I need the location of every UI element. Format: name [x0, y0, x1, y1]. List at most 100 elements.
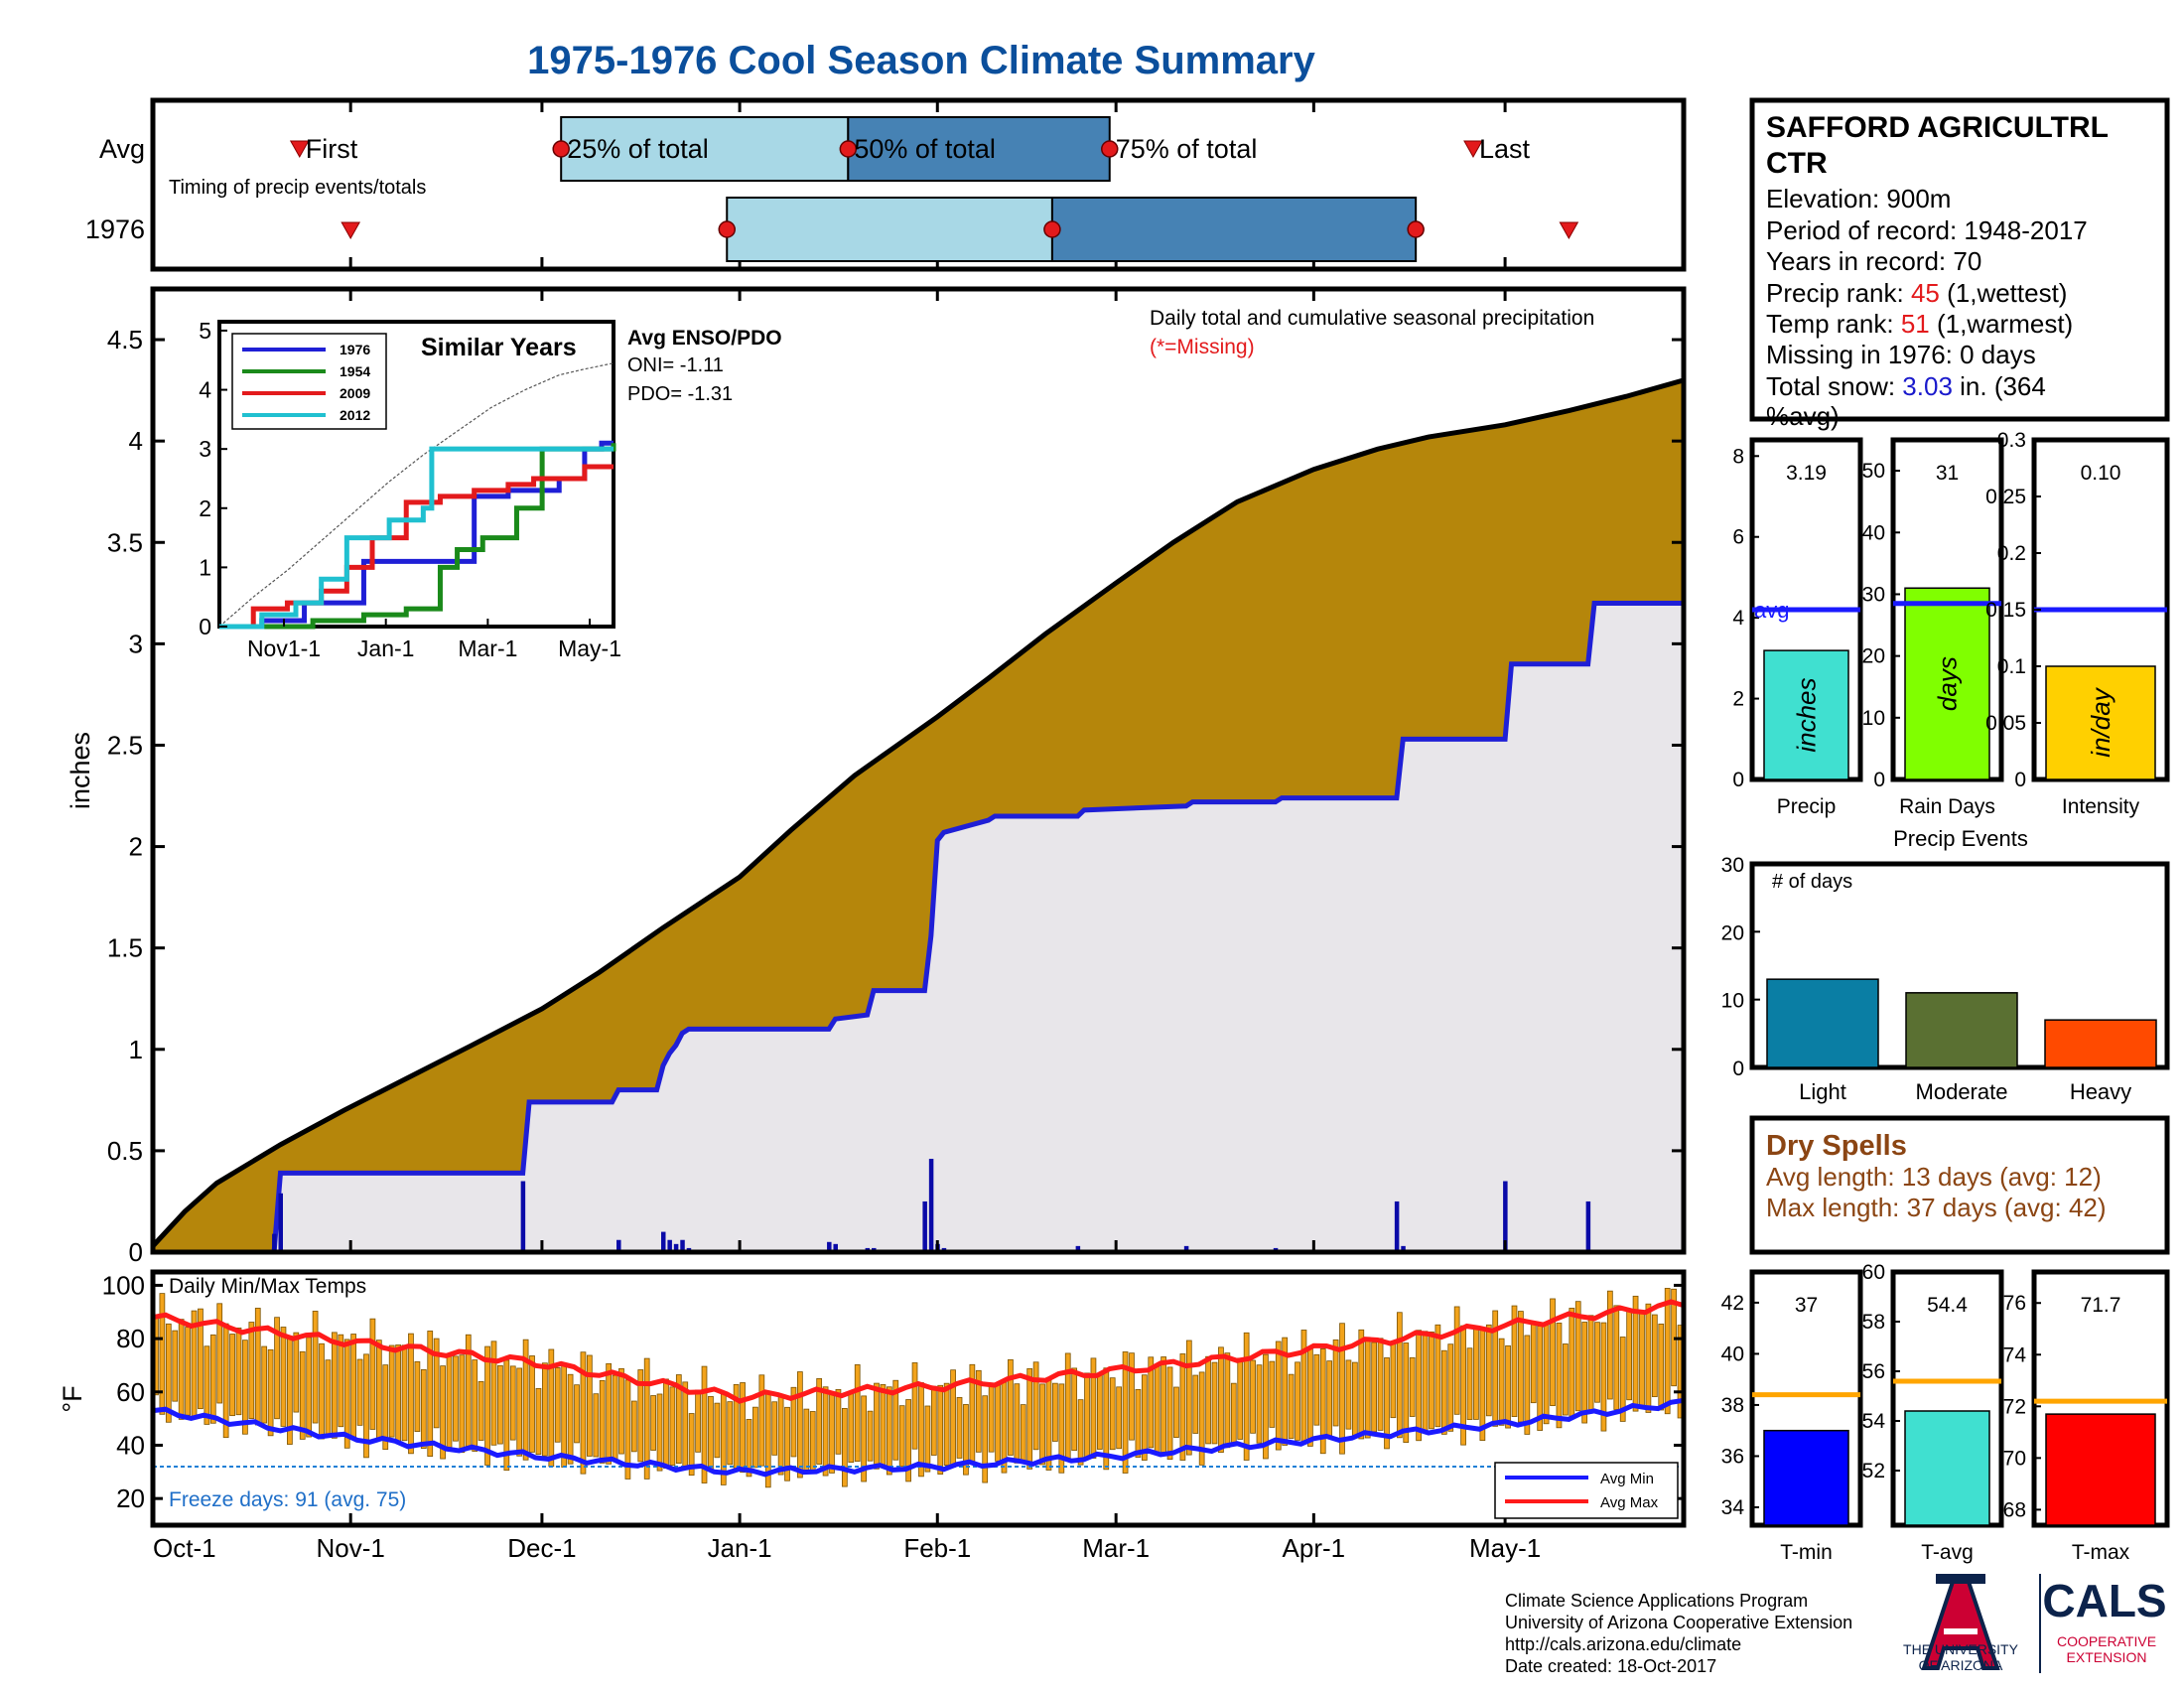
month-label: Jan-1: [708, 1533, 772, 1563]
precip-annotation: Daily total and cumulative seasonal prec…: [1150, 307, 1594, 330]
daily-temp-bar: [1556, 1323, 1563, 1429]
daily-temp-bar: [408, 1333, 414, 1455]
daily-temp-bar: [1422, 1331, 1429, 1432]
daily-temp-bar: [1371, 1341, 1378, 1433]
daily-temp-bar: [1345, 1359, 1352, 1430]
daily-temp-bar: [1313, 1353, 1320, 1426]
daily-temp-bar: [472, 1359, 478, 1452]
daily-temp-bar: [484, 1345, 490, 1466]
daily-temp-bar: [542, 1362, 548, 1457]
timing-marks: [289, 140, 1579, 240]
daily-temp-bar: [1058, 1383, 1065, 1474]
daily-temp-bar: [356, 1358, 363, 1426]
tmin-y-tick-label: 42: [1721, 1292, 1744, 1315]
precip-y-tick-label: 1: [129, 1035, 143, 1064]
daily-temp-bar: [1492, 1310, 1499, 1427]
daily-temp-bar: [312, 1311, 319, 1424]
daily-temp-bar: [1141, 1374, 1148, 1461]
temp-y-tick-label: 40: [116, 1430, 145, 1460]
daily-temp-bar: [1364, 1337, 1371, 1439]
tmax-label: T-max: [2072, 1541, 2130, 1564]
daily-temp-bar: [293, 1332, 300, 1413]
daily-temp-bar: [1550, 1298, 1556, 1407]
month-label: Nov-1: [316, 1533, 384, 1563]
daily-temp-bar: [319, 1342, 325, 1440]
year-cumulative-line: [153, 601, 1684, 1255]
daily-temp-bar: [758, 1374, 765, 1467]
daily-temp-bar: [535, 1387, 542, 1456]
tavg-panel: 54.4 52 54 56 58 60 T-avg: [1862, 1261, 2004, 1564]
daily-temp-bar: [905, 1399, 911, 1482]
daily-temp-bar: [1237, 1357, 1244, 1440]
raindays-bar: [1904, 587, 1990, 780]
daily-temp-bar: [1473, 1328, 1479, 1420]
daily-temp-bar: [752, 1406, 758, 1469]
station-precip-rank: Precip rank: 45 (1,wettest): [1766, 278, 2067, 308]
daily-temp-bar: [1440, 1349, 1447, 1435]
daily-temp-bar: [1626, 1310, 1633, 1401]
tavg-y-tick-label: 54: [1862, 1410, 1886, 1433]
daily-temp-bar: [440, 1365, 446, 1460]
daily-temp-bar: [433, 1338, 440, 1429]
precip-y-axis: 0 0.5 1 1.5 2 2.5 3 3.5 4 4.5: [107, 325, 1684, 1267]
daily-temp-bar: [280, 1327, 287, 1427]
daily-temp-bar: [829, 1393, 835, 1474]
daily-temp-bar: [1479, 1328, 1486, 1442]
daily-precip-bar: [272, 1233, 277, 1252]
daily-precip-bar: [520, 1181, 526, 1252]
daily-temp-bar: [790, 1386, 797, 1458]
daily-temp-bar: [656, 1393, 663, 1472]
daily-temp-bar: [267, 1348, 274, 1437]
daily-temp-bar: [1377, 1338, 1384, 1431]
daily-temp-bar: [1122, 1351, 1129, 1474]
timing-last-label: Last: [1479, 134, 1531, 164]
daily-temp-bar: [1243, 1332, 1250, 1461]
ua-a-mark-icon: [1921, 1577, 2000, 1670]
daily-temp-bar: [1185, 1340, 1192, 1456]
daily-temp-bar: [1307, 1346, 1313, 1447]
tmin-panel: 37 34 36 38 40 42 T-min: [1721, 1269, 1863, 1564]
timing-percentile-dot: [839, 140, 858, 158]
daily-temp-bar: [1390, 1340, 1397, 1419]
daily-precip-bar: [833, 1243, 838, 1252]
seasonal-temp-bars: 37 34 36 38 40 42 T-min 54.4 52 54 56 58 60 T-avg 71.7…: [1721, 1261, 2170, 1564]
daily-temp-bar: [867, 1410, 874, 1462]
daily-temp-bar: [835, 1388, 842, 1455]
footer-line-1: Climate Science Applications Program: [1505, 1591, 1808, 1611]
daily-temp-bar: [1205, 1355, 1211, 1445]
ua-a-top-bar-icon: [1936, 1574, 1985, 1584]
daily-temp-bar: [1619, 1337, 1626, 1422]
daily-temp-bar: [854, 1364, 861, 1463]
precip-plot-frame: [150, 286, 1687, 1255]
daily-temp-bar: [1632, 1295, 1639, 1412]
daily-temp-bar: [682, 1381, 689, 1471]
daily-temp-bar: [701, 1365, 708, 1483]
raindays-y-tick-label: 20: [1862, 645, 1885, 668]
daily-temp-bar: [1288, 1373, 1295, 1439]
tmin-y-tick-label: 34: [1721, 1496, 1745, 1519]
daily-temp-bar: [740, 1382, 746, 1474]
precip-bar: [1763, 649, 1849, 780]
daily-temp-bar: [516, 1367, 523, 1457]
timing-panel: Avg 1976 Timing of precip events/totals …: [85, 97, 1687, 272]
inset-avg-line: [218, 362, 614, 628]
daily-temp-bar: [1581, 1322, 1588, 1424]
daily-temp-bar: [1594, 1322, 1600, 1403]
ua-a-crossbar-icon: [1944, 1628, 1978, 1634]
daily-temp-bar: [777, 1395, 784, 1476]
daily-temp-bar: [803, 1408, 810, 1472]
inset-y-tick-label: 1: [199, 554, 211, 580]
daily-temp-bar: [395, 1344, 401, 1443]
timing-row-avg: Avg: [99, 134, 145, 164]
daily-temp-bar: [1129, 1352, 1135, 1441]
dry-title: Dry Spells: [1766, 1130, 1907, 1162]
similar-years-inset: 0 1 2 3 4 5 Nov1-1 Jan-1 Mar-1 May-1 1976 1954 2009…: [199, 318, 781, 661]
cals-sub-1: COOPERATIVE: [2057, 1633, 2156, 1649]
daily-temp-bar: [816, 1378, 823, 1465]
daily-precip-bar: [278, 1193, 283, 1252]
daily-temp-bar: [714, 1402, 721, 1459]
daily-temp-bar: [1600, 1322, 1607, 1432]
daily-temp-bar: [975, 1369, 982, 1453]
